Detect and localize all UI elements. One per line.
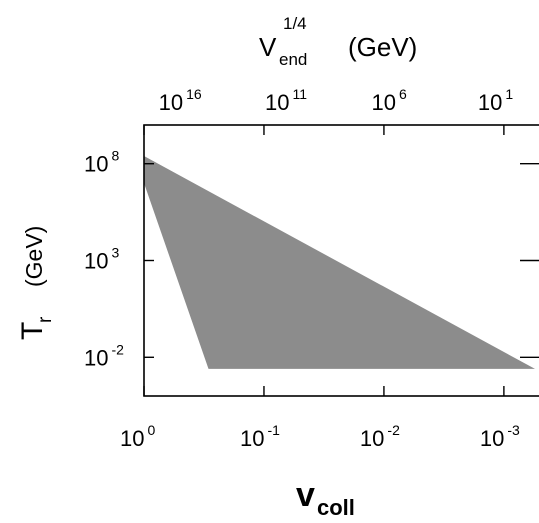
- y-axis-title-main: T: [16, 322, 49, 340]
- top-tick-label: 10 6: [371, 86, 406, 115]
- allowed-region: [144, 156, 535, 369]
- y-tick-label: 10 8: [84, 148, 119, 177]
- top-axis-title-main: V: [259, 32, 277, 62]
- x-tick-label: 10 -1: [240, 422, 280, 451]
- top-axis-title-sup: 1/4: [283, 14, 307, 33]
- y-axis-title-sub: r: [35, 316, 56, 323]
- x-tick-label: 10 -2: [360, 422, 400, 451]
- x-tick-label: 10 -3: [480, 422, 520, 451]
- x-axis-title-sub: coll: [317, 495, 355, 520]
- y-axis-title: T r (GeV): [16, 226, 56, 340]
- top-tick-label: 10 11: [265, 86, 307, 115]
- y-tick-label: 10 -2: [84, 341, 124, 370]
- top-axis-title: V end 1/4 (GeV): [259, 14, 417, 69]
- x-tick-label: 10 0: [120, 422, 155, 451]
- top-axis-title-tail: (GeV): [348, 32, 417, 62]
- x-axis-title-main: v: [296, 476, 315, 514]
- top-axis-title-sub: end: [279, 50, 307, 69]
- x-axis-title: v coll: [296, 476, 355, 520]
- y-tick-label: 10 3: [84, 245, 119, 274]
- top-tick-label: 10 1: [478, 86, 513, 115]
- top-tick-label: 10 16: [159, 86, 202, 115]
- y-axis-title-tail: (GeV): [21, 226, 47, 287]
